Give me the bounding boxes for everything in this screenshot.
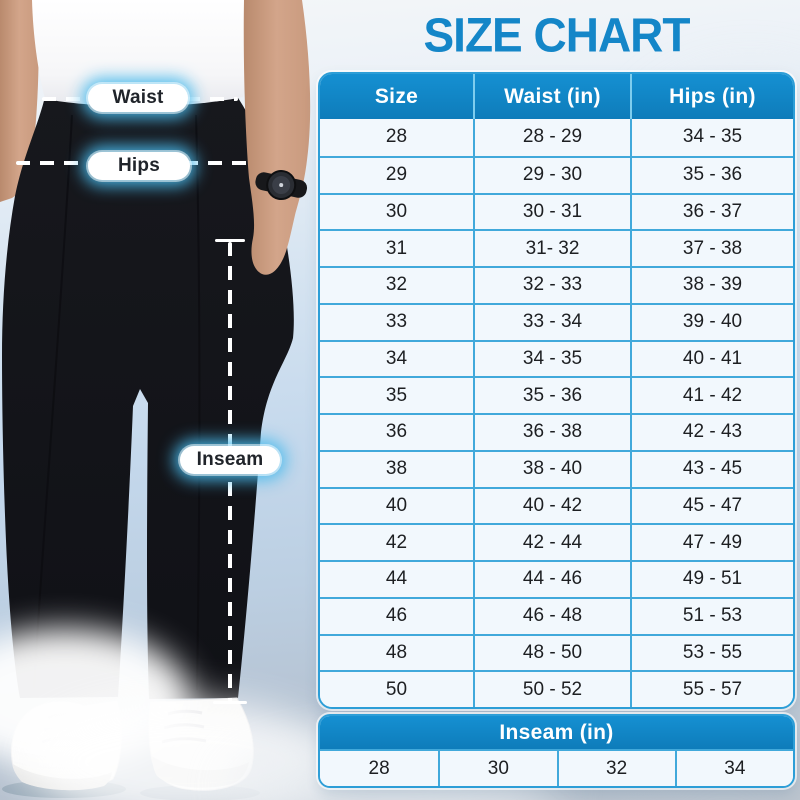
table-row: 33 33 - 34 39 - 40 [320, 302, 793, 340]
hips-cell: 41 - 42 [630, 378, 793, 413]
waist-cell: 28 - 29 [473, 119, 630, 156]
header-cell-size: Size [374, 84, 419, 108]
watch [255, 170, 308, 201]
size-cell: 42 [320, 525, 473, 560]
inseam-label-pill: Inseam [180, 446, 280, 474]
table-row: 40 40 - 42 45 - 47 [320, 486, 793, 524]
size-table-header: Size Waist (in) Hips (in) [320, 74, 793, 119]
table-row: 38 38 - 40 43 - 45 [320, 449, 793, 487]
table-row: 30 30 - 31 36 - 37 [320, 192, 793, 230]
table-row: 44 44 - 46 49 - 51 [320, 560, 793, 597]
size-cell: 46 [320, 598, 473, 634]
hips-label: Hips [118, 155, 160, 176]
hips-cell: 36 - 37 [630, 194, 793, 230]
t-shirt [32, 0, 249, 107]
table-row: 35 35 - 36 41 - 42 [320, 376, 793, 413]
table-row: 29 29 - 30 35 - 36 [320, 155, 793, 193]
inseam-value-cell: 32 [556, 751, 675, 786]
size-cell: 38 [320, 451, 473, 487]
size-cell: 28 [320, 119, 473, 156]
hips-cell: 47 - 49 [630, 525, 793, 560]
waist-label-pill: Waist [88, 84, 188, 112]
hips-cell: 51 - 53 [630, 598, 793, 634]
size-cell: 48 [320, 635, 473, 671]
waist-cell: 44 - 46 [473, 562, 630, 597]
hips-cell: 34 - 35 [630, 119, 793, 156]
header-cell-waist: Waist (in) [473, 74, 630, 119]
pants-crease-left [33, 114, 73, 689]
waist-cell: 46 - 48 [473, 598, 630, 634]
size-cell: 30 [320, 194, 473, 230]
waist-cell: 34 - 35 [473, 341, 630, 377]
table-row: 36 36 - 38 42 - 43 [320, 413, 793, 450]
size-cell: 44 [320, 562, 473, 597]
waist-cell: 48 - 50 [473, 635, 630, 671]
waist-cell: 31- 32 [473, 231, 630, 266]
hips-cell: 53 - 55 [630, 635, 793, 671]
table-row: 28 28 - 29 34 - 35 [320, 119, 793, 156]
waist-cell: 42 - 44 [473, 525, 630, 560]
waist-cell: 29 - 30 [473, 157, 630, 193]
pants-crease-right [195, 114, 201, 691]
size-table-body: 28 28 - 29 34 - 35 29 29 - 30 35 - 36 30… [320, 119, 793, 707]
size-cell: 34 [320, 341, 473, 377]
inseam-value-cell: 30 [438, 751, 557, 786]
hips-cell: 35 - 36 [630, 157, 793, 193]
inseam-top-tick [215, 239, 245, 242]
hips-cell: 42 - 43 [630, 415, 793, 450]
hips-cell: 37 - 38 [630, 231, 793, 266]
table-row: 48 48 - 50 53 - 55 [320, 633, 793, 671]
inseam-value-cell: 28 [320, 751, 439, 786]
size-cell: 33 [320, 304, 473, 340]
waist-label: Waist [112, 87, 164, 108]
inseam-table: Inseam (in) 28 30 32 34 [318, 714, 795, 788]
header-cell-hips: Hips (in) [630, 74, 793, 119]
inseam-table-header: Inseam (in) [320, 716, 793, 749]
waist-cell: 38 - 40 [473, 451, 630, 487]
size-cell: 40 [320, 488, 473, 524]
waist-cell: 40 - 42 [473, 488, 630, 524]
hips-cell: 49 - 51 [630, 562, 793, 597]
waist-cell: 50 - 52 [473, 672, 630, 707]
table-row: 31 31- 32 37 - 38 [320, 229, 793, 266]
right-arm [243, 0, 311, 275]
inseam-value-cell: 34 [674, 751, 793, 786]
size-cell: 35 [320, 378, 473, 413]
size-cell: 31 [320, 231, 473, 266]
hips-cell: 55 - 57 [630, 672, 793, 707]
hips-cell: 39 - 40 [630, 304, 793, 340]
hips-cell: 38 - 39 [630, 268, 793, 303]
inseam-value-row: 28 30 32 34 [320, 749, 793, 786]
table-row: 42 42 - 44 47 - 49 [320, 523, 793, 560]
size-cell: 50 [320, 672, 473, 707]
pants [2, 92, 294, 699]
page-title: SIZE CHART [423, 7, 691, 63]
size-cell: 36 [320, 415, 473, 450]
hips-label-pill: Hips [88, 152, 190, 180]
hips-cell: 43 - 45 [630, 451, 793, 487]
size-cell: 29 [320, 157, 473, 193]
waist-cell: 33 - 34 [473, 304, 630, 340]
hips-cell: 45 - 47 [630, 488, 793, 524]
waist-cell: 36 - 38 [473, 415, 630, 450]
table-row: 34 34 - 35 40 - 41 [320, 339, 793, 377]
hips-cell: 40 - 41 [630, 341, 793, 377]
inseam-label: Inseam [196, 449, 264, 470]
waist-cell: 30 - 31 [473, 194, 630, 230]
size-table: Size Waist (in) Hips (in) 28 28 - 29 34 … [318, 72, 795, 709]
model-figure [0, 0, 311, 800]
waist-cell: 35 - 36 [473, 378, 630, 413]
table-row: 32 32 - 33 38 - 39 [320, 266, 793, 303]
waist-cell: 32 - 33 [473, 268, 630, 303]
table-row: 46 46 - 48 51 - 53 [320, 596, 793, 634]
inseam-bottom-tick [213, 701, 247, 704]
table-row: 50 50 - 52 55 - 57 [320, 670, 793, 707]
size-cell: 32 [320, 268, 473, 303]
